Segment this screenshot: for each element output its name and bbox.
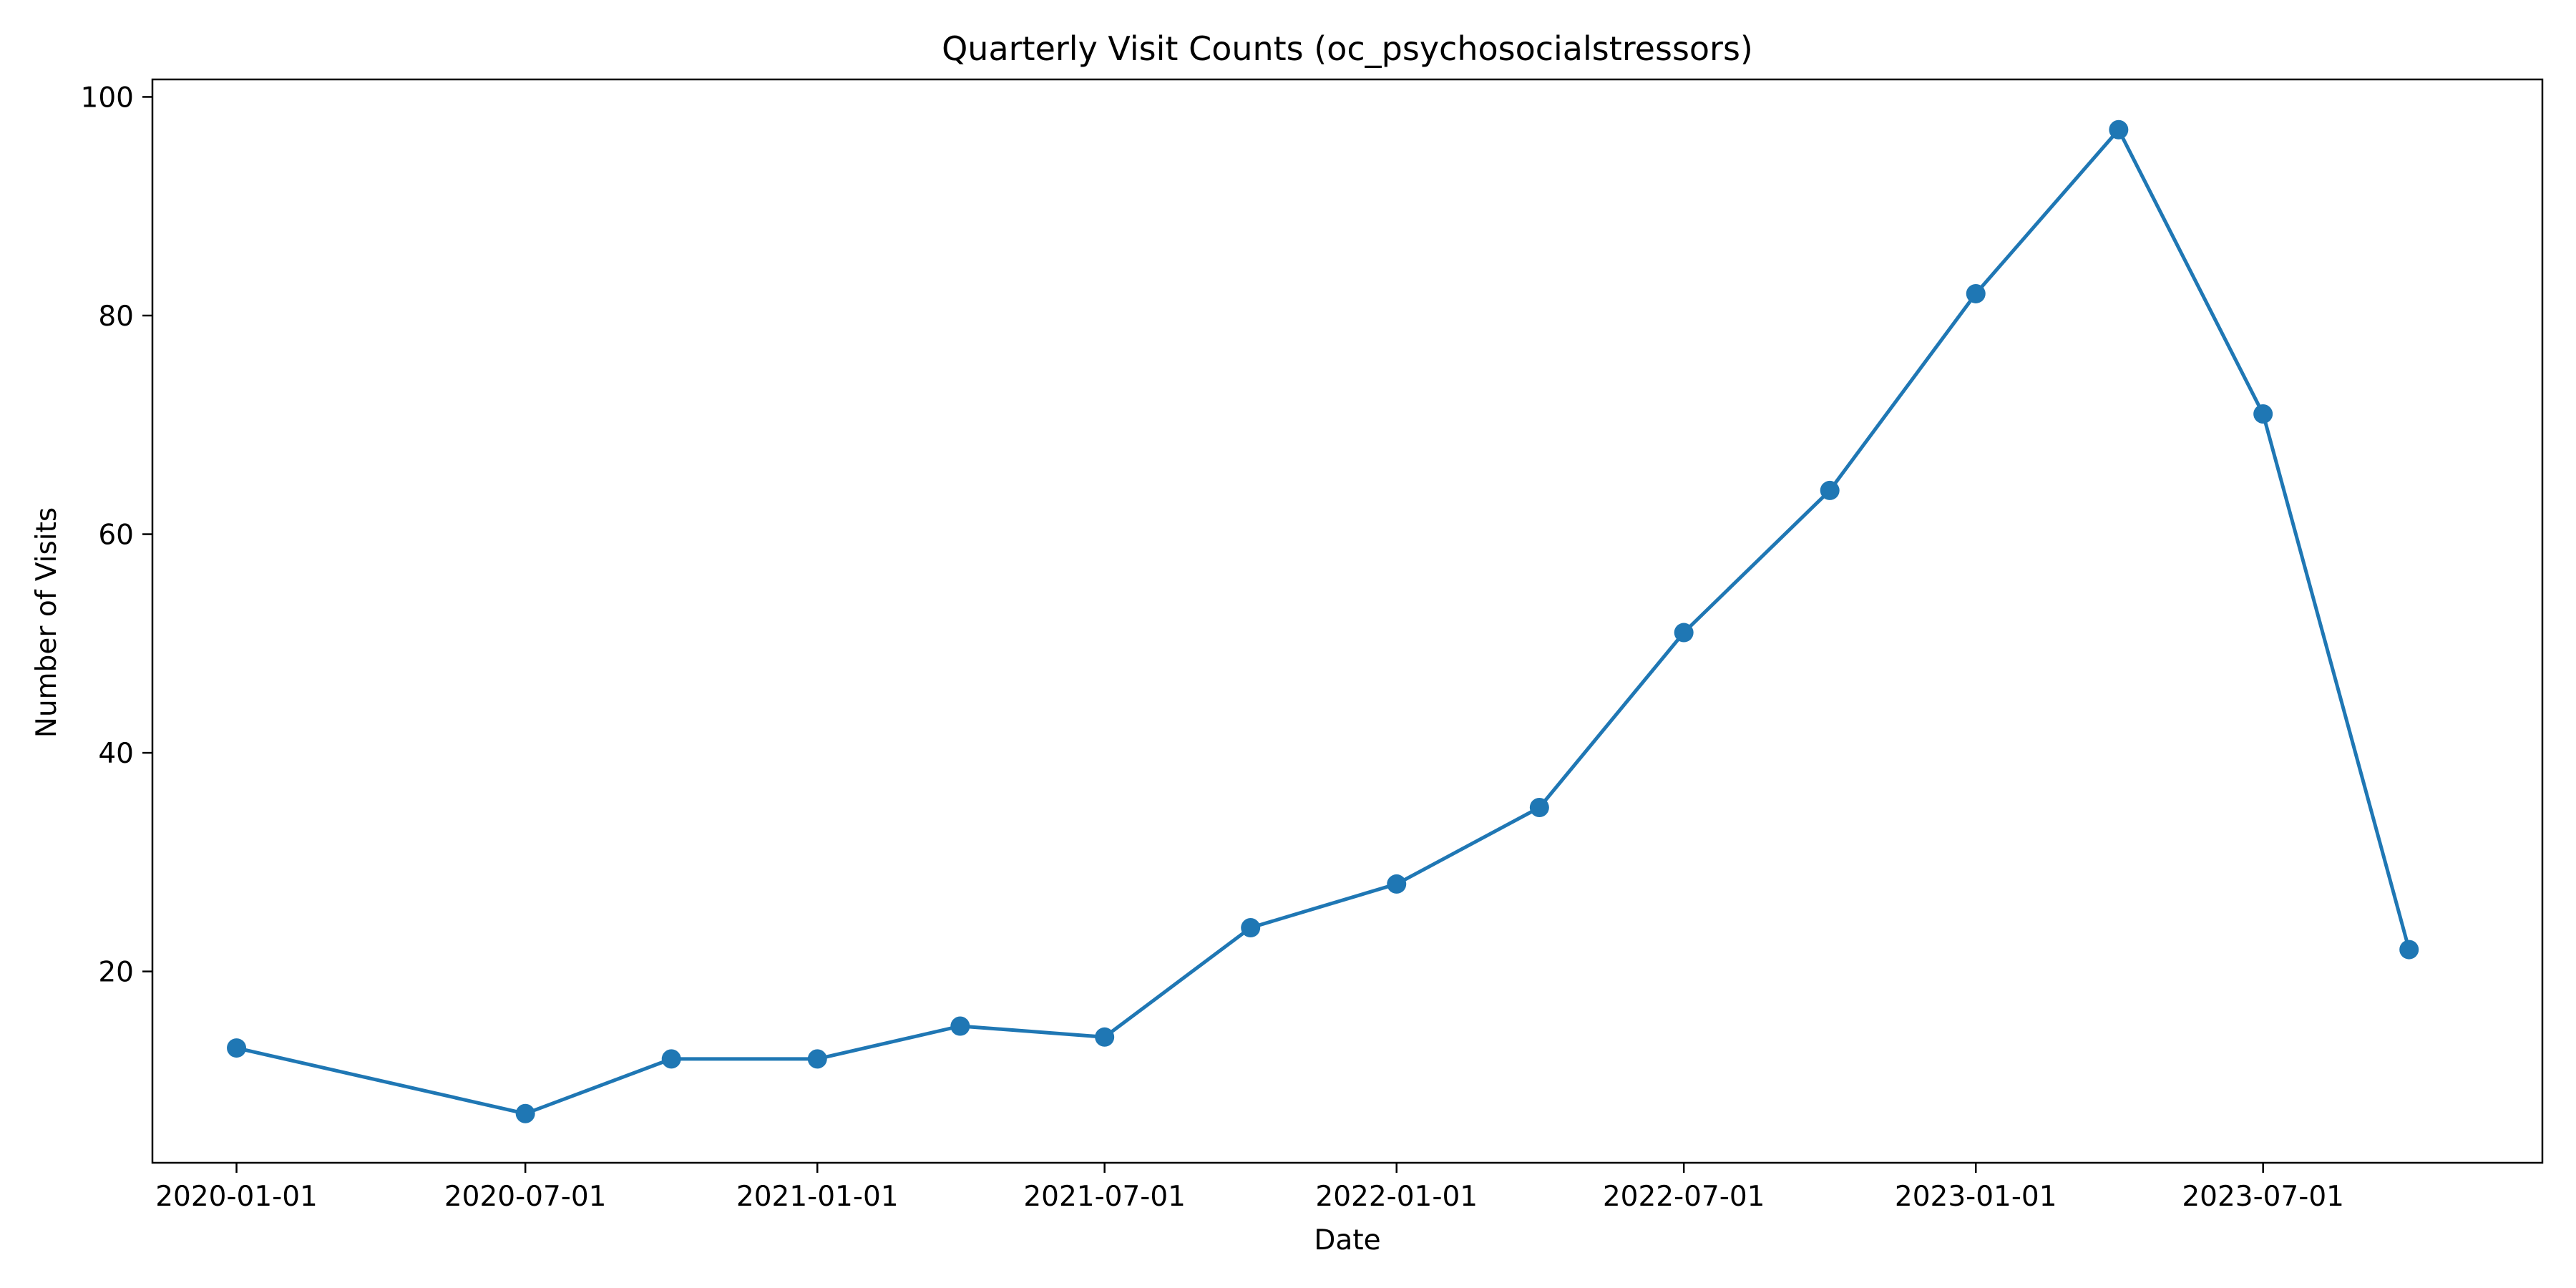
x-tick-label: 2021-07-01 xyxy=(1023,1181,1186,1213)
data-point xyxy=(1966,283,1986,303)
axes-frame xyxy=(151,78,2544,1164)
data-point xyxy=(1674,623,1694,643)
chart-title: Quarterly Visit Counts (oc_psychosocials… xyxy=(942,29,1753,68)
data-point xyxy=(1241,918,1261,938)
data-point xyxy=(1387,874,1407,894)
data-point xyxy=(2253,404,2273,424)
data-point xyxy=(2109,119,2129,140)
x-tick-label: 2023-01-01 xyxy=(1895,1181,2057,1213)
x-tick-label: 2020-01-01 xyxy=(155,1181,318,1213)
data-point xyxy=(515,1103,535,1123)
data-point xyxy=(950,1016,970,1036)
x-tick-label: 2022-01-01 xyxy=(1315,1181,1478,1213)
x-axis-label: Date xyxy=(1314,1224,1380,1257)
data-point xyxy=(1095,1027,1115,1047)
y-tick-label: 20 xyxy=(98,957,134,989)
y-axis-label: Number of Visits xyxy=(31,507,63,738)
y-tick-label: 100 xyxy=(81,82,134,114)
data-point xyxy=(661,1049,681,1069)
x-tick-label: 2021-01-01 xyxy=(736,1181,899,1213)
x-tick-label: 2022-07-01 xyxy=(1603,1181,1765,1213)
data-point xyxy=(1820,480,1840,500)
x-tick-label: 2020-07-01 xyxy=(444,1181,607,1213)
data-point xyxy=(227,1038,247,1058)
data-point xyxy=(807,1049,827,1069)
data-point xyxy=(1529,797,1549,817)
y-tick-label: 60 xyxy=(98,519,134,552)
data-point xyxy=(2399,940,2419,960)
x-tick-label: 2023-07-01 xyxy=(2182,1181,2344,1213)
plot-area: 2020-01-01 2020-07-01 2021-01-01 2021-07-01… xyxy=(81,78,2544,1213)
y-tick-label: 40 xyxy=(98,738,134,770)
y-tick-label: 80 xyxy=(98,301,134,333)
